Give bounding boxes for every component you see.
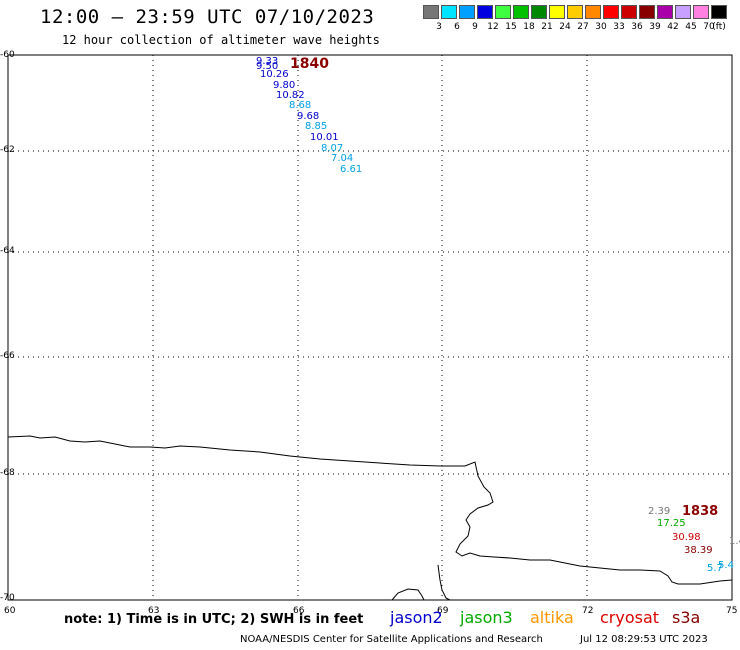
legend-swatch xyxy=(711,5,727,19)
legend-label: 18 xyxy=(523,22,535,32)
legend-label: 30 xyxy=(595,22,607,32)
lon-label: 66 xyxy=(293,606,305,616)
legend-swatch xyxy=(459,5,475,19)
wave-height-label: 5.7 xyxy=(707,563,723,574)
wave-height-label: 2.39 xyxy=(648,506,671,517)
wave-height-label: 8.68 xyxy=(289,100,312,111)
legend-swatch xyxy=(477,5,493,19)
wave-height-label: 6.61 xyxy=(340,164,363,175)
legend-label: 36 xyxy=(631,22,643,32)
wave-height-label: 7.04 xyxy=(331,153,354,164)
legend-label: 33 xyxy=(613,22,625,32)
coastline-east xyxy=(437,564,451,601)
legend-swatch xyxy=(423,5,439,19)
latitude-gridlines xyxy=(8,150,732,475)
footer-note: note: 1) Time is in UTC; 2) SWH is in fe… xyxy=(64,612,364,627)
satellite-label-jason2: jason2 xyxy=(390,608,443,627)
wave-height-label: 1838 xyxy=(682,504,719,519)
satellite-label-cryosat: cryosat xyxy=(600,608,660,627)
legend-label: 24 xyxy=(559,22,571,32)
satellite-label-jason3: jason3 xyxy=(460,608,513,627)
lon-label: 75 xyxy=(726,606,738,616)
legend-label: 45 xyxy=(685,22,697,32)
legend-swatch xyxy=(495,5,511,19)
lat-label: -66 xyxy=(0,351,15,361)
color-legend: 3 6 9 12 15 18 21 24 27 30 33 36 39 42 45 70 (ft) xyxy=(423,5,729,35)
legend-swatch xyxy=(513,5,529,19)
lat-label: -68 xyxy=(0,468,15,478)
legend-label: 39 xyxy=(649,22,661,32)
wave-height-label: 38.39 xyxy=(684,545,713,556)
wave-height-label: 30.98 xyxy=(672,532,701,543)
wave-height-label: 9.50 xyxy=(256,61,279,72)
legend-swatch xyxy=(657,5,673,19)
wave-height-label: 17.25 xyxy=(657,518,686,529)
plot-frame xyxy=(7,54,733,601)
wave-height-label: 5.4 xyxy=(718,560,734,571)
page-subtitle: 12 hour collection of altimeter wave hei… xyxy=(62,33,380,47)
credit-line: NOAA/NESDIS Center for Satellite Applica… xyxy=(240,634,543,645)
legend-label: 6 xyxy=(454,22,460,32)
legend-label: 12 xyxy=(487,22,499,32)
generated-timestamp: Jul 12 08:29:53 UTC 2023 xyxy=(580,634,708,645)
longitude-gridlines xyxy=(152,55,588,600)
wave-height-label: 8.85 xyxy=(305,121,328,132)
satellite-label-altika: altika xyxy=(530,608,574,627)
coastline-inlet xyxy=(391,588,425,601)
legend-swatch xyxy=(675,5,691,19)
legend-swatch xyxy=(567,5,583,19)
legend-swatch xyxy=(441,5,457,19)
wave-height-label: 10.82 xyxy=(276,90,305,101)
wave-height-label: 8.07 xyxy=(321,143,344,154)
legend-label: 15 xyxy=(505,22,517,32)
legend-swatch xyxy=(693,5,709,19)
legend-label: 3 xyxy=(436,22,442,32)
lon-label: 72 xyxy=(582,606,594,616)
legend-swatch xyxy=(585,5,601,19)
legend-unit: (ft) xyxy=(712,22,726,32)
wave-height-label: 10.26 xyxy=(260,69,289,80)
lat-label: -70 xyxy=(0,593,15,603)
wave-height-label: 9.80 xyxy=(273,80,296,91)
lon-label: 60 xyxy=(4,606,16,616)
legend-swatch xyxy=(549,5,565,19)
lat-label: -64 xyxy=(0,246,15,256)
legend-label: 27 xyxy=(577,22,589,32)
legend-swatch xyxy=(621,5,637,19)
wave-height-label: 1840 xyxy=(290,56,329,72)
wave-height-label: 9.68 xyxy=(297,111,320,122)
lon-label: 63 xyxy=(148,606,160,616)
wave-height-label: 10.01 xyxy=(310,132,339,143)
lat-label: -60 xyxy=(0,50,15,60)
lat-label: -62 xyxy=(0,145,15,155)
coastline-antarctica xyxy=(7,435,733,585)
legend-swatch xyxy=(639,5,655,19)
legend-label: 21 xyxy=(541,22,553,32)
legend-swatch xyxy=(603,5,619,19)
legend-label: 9 xyxy=(472,22,478,32)
legend-label: 70 xyxy=(703,22,715,32)
legend-label: 42 xyxy=(667,22,679,32)
wave-height-label: 1.4 xyxy=(729,536,740,547)
legend-swatch xyxy=(531,5,547,19)
lon-label: 69 xyxy=(437,606,449,616)
satellite-label-s3a: s3a xyxy=(672,608,701,627)
page-title: 12:00 – 23:59 UTC 07/10/2023 xyxy=(40,6,375,28)
wave-height-label: 9.33 xyxy=(256,56,279,67)
